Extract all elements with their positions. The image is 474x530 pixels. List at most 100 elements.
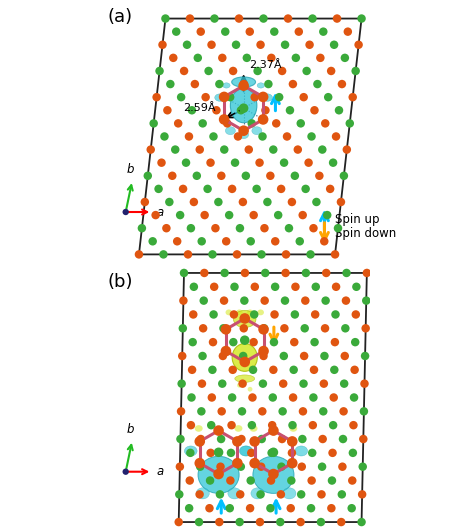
Circle shape	[146, 145, 155, 154]
Circle shape	[237, 435, 246, 443]
Circle shape	[229, 67, 237, 75]
Ellipse shape	[234, 311, 256, 328]
Circle shape	[216, 463, 225, 471]
Circle shape	[282, 269, 290, 277]
Circle shape	[289, 80, 297, 89]
Circle shape	[257, 463, 265, 471]
Circle shape	[360, 379, 369, 388]
Circle shape	[287, 458, 298, 469]
Circle shape	[241, 269, 249, 277]
Circle shape	[246, 504, 255, 513]
Circle shape	[337, 518, 346, 526]
Ellipse shape	[263, 94, 273, 101]
Circle shape	[320, 352, 328, 360]
Circle shape	[189, 310, 198, 319]
Circle shape	[160, 132, 169, 141]
Circle shape	[199, 324, 208, 332]
Circle shape	[281, 296, 289, 305]
Circle shape	[208, 393, 216, 402]
Circle shape	[137, 224, 146, 233]
Circle shape	[228, 366, 237, 374]
Circle shape	[233, 250, 241, 259]
Circle shape	[190, 282, 198, 291]
Circle shape	[201, 211, 209, 219]
Circle shape	[321, 119, 329, 128]
Circle shape	[283, 132, 291, 141]
Text: b: b	[127, 423, 134, 436]
Circle shape	[255, 158, 264, 167]
Circle shape	[207, 421, 216, 429]
Circle shape	[270, 338, 278, 347]
Circle shape	[248, 393, 257, 402]
Circle shape	[228, 421, 236, 429]
Circle shape	[220, 145, 228, 154]
Circle shape	[247, 421, 256, 429]
Ellipse shape	[253, 456, 294, 493]
Circle shape	[193, 54, 202, 62]
Circle shape	[179, 324, 187, 332]
Circle shape	[319, 379, 328, 388]
Circle shape	[232, 436, 243, 447]
Circle shape	[155, 67, 164, 75]
Circle shape	[287, 476, 296, 485]
Circle shape	[348, 448, 357, 457]
Circle shape	[239, 324, 248, 332]
Circle shape	[331, 310, 340, 319]
Circle shape	[204, 67, 213, 75]
Circle shape	[238, 379, 247, 388]
Circle shape	[243, 54, 251, 62]
Circle shape	[307, 132, 316, 141]
Circle shape	[258, 114, 268, 125]
Circle shape	[198, 352, 207, 360]
Circle shape	[358, 463, 367, 471]
Ellipse shape	[225, 127, 236, 135]
Circle shape	[301, 269, 310, 277]
Circle shape	[200, 296, 208, 305]
Circle shape	[335, 106, 343, 114]
Circle shape	[157, 158, 166, 167]
Circle shape	[232, 40, 240, 49]
Circle shape	[141, 198, 149, 206]
Circle shape	[196, 463, 204, 471]
Circle shape	[311, 282, 320, 291]
Circle shape	[258, 346, 269, 356]
Circle shape	[228, 393, 237, 402]
Circle shape	[256, 490, 265, 499]
Circle shape	[182, 158, 190, 167]
Circle shape	[298, 463, 306, 471]
Circle shape	[166, 80, 174, 89]
Circle shape	[286, 106, 294, 114]
Circle shape	[362, 296, 371, 305]
Circle shape	[291, 172, 299, 180]
Circle shape	[308, 476, 316, 485]
Circle shape	[339, 407, 348, 416]
Circle shape	[259, 352, 268, 360]
Circle shape	[318, 463, 326, 471]
Circle shape	[272, 119, 281, 128]
Circle shape	[214, 198, 223, 206]
Circle shape	[266, 172, 274, 180]
Circle shape	[220, 269, 229, 277]
Ellipse shape	[228, 488, 241, 499]
Circle shape	[331, 250, 339, 259]
Circle shape	[177, 407, 185, 416]
Circle shape	[236, 490, 245, 499]
Circle shape	[122, 209, 129, 215]
Circle shape	[188, 366, 196, 374]
Circle shape	[319, 28, 328, 36]
Circle shape	[264, 80, 273, 89]
Circle shape	[252, 184, 261, 193]
Circle shape	[258, 407, 266, 416]
Circle shape	[217, 435, 225, 443]
Text: 2.37Å: 2.37Å	[249, 60, 282, 70]
Circle shape	[268, 469, 279, 479]
Circle shape	[289, 393, 297, 402]
Circle shape	[299, 211, 307, 219]
Circle shape	[343, 145, 351, 154]
Circle shape	[201, 93, 210, 101]
Circle shape	[350, 366, 359, 374]
Circle shape	[210, 310, 218, 319]
Circle shape	[242, 172, 250, 180]
Circle shape	[302, 67, 311, 75]
Circle shape	[227, 448, 235, 457]
